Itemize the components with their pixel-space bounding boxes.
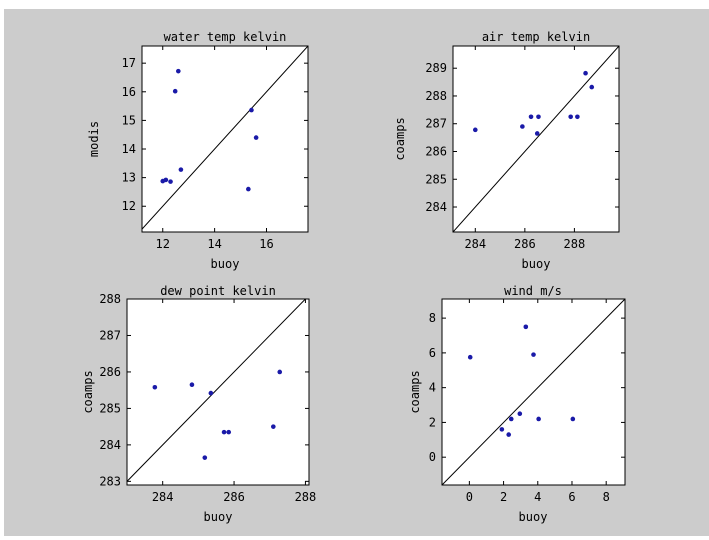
data-point	[536, 114, 541, 120]
y-axis-label: coamps	[408, 370, 422, 413]
y-tick-label: 8	[429, 311, 436, 325]
data-point	[583, 70, 588, 76]
y-tick-label: 286	[425, 144, 447, 158]
x-tick-label: 6	[568, 490, 575, 504]
x-axis-label: buoy	[211, 257, 240, 271]
data-point	[523, 324, 529, 330]
y-tick-label: 0	[429, 450, 436, 464]
identity-line	[142, 46, 308, 230]
data-point	[508, 416, 514, 422]
y-tick-label: 284	[99, 438, 121, 452]
y-tick-label: 2	[429, 415, 436, 429]
data-point	[277, 369, 283, 375]
subplot-title: water temp kelvin	[164, 30, 287, 44]
data-point	[520, 124, 525, 129]
x-tick-label: 286	[223, 490, 245, 504]
x-tick-label: 288	[564, 237, 586, 251]
y-tick-label: 6	[429, 346, 436, 360]
x-tick-label: 286	[514, 237, 536, 251]
plot-content: 0 2 4 6 8 0 2 4 6 8	[429, 299, 625, 504]
data-point	[568, 114, 573, 120]
y-tick-label: 13	[122, 171, 136, 185]
x-axis-label: buoy	[204, 510, 233, 524]
x-tick-label: 284	[152, 490, 174, 504]
plot-content: 12 14 16 12 13 14 15 16 17	[122, 46, 308, 251]
y-tick-label: 283	[99, 474, 121, 488]
subplot-title: dew point kelvin	[160, 284, 276, 298]
x-tick-label: 8	[603, 490, 610, 504]
subplot-title: air temp kelvin	[482, 30, 590, 44]
y-tick-label: 15	[122, 113, 136, 127]
x-tick-label: 2	[500, 490, 507, 504]
data-point	[253, 135, 259, 140]
data-point	[534, 131, 540, 136]
x-tick-label: 12	[156, 237, 170, 251]
x-tick-label: 284	[464, 237, 486, 251]
data-point	[208, 390, 214, 396]
y-tick-label: 287	[425, 117, 447, 131]
data-point	[467, 354, 473, 360]
axes-box	[126, 298, 310, 486]
plot-content: 284 286 288 284 285 286 287 288 289	[425, 46, 619, 251]
data-point	[570, 416, 576, 422]
subplot-water-temp: water temp kelvin buoy modis 12 14 1612131…	[87, 30, 309, 271]
data-point	[176, 68, 181, 74]
data-point	[589, 84, 595, 90]
x-axis-label: buoy	[519, 510, 548, 524]
data-point	[472, 127, 478, 133]
data-point	[152, 384, 158, 390]
y-tick-label: 284	[425, 200, 447, 214]
data-point	[531, 352, 536, 357]
x-tick-label: 288	[295, 490, 317, 504]
y-axis-label: coamps	[393, 117, 407, 160]
y-tick-label: 288	[425, 89, 447, 103]
data-point	[168, 179, 173, 184]
y-axis-label: modis	[87, 121, 101, 157]
x-axis-label: buoy	[522, 257, 551, 271]
x-tick-label: 0	[466, 490, 473, 504]
data-point	[246, 186, 251, 192]
y-tick-label: 12	[122, 199, 136, 213]
data-point	[499, 427, 505, 432]
data-point	[249, 107, 254, 113]
y-tick-label: 286	[99, 365, 121, 379]
x-tick-label: 16	[259, 237, 273, 251]
subplot-wind: wind m/s buoy coamps 0 2 4 6 8 0 2 4 6 8	[408, 284, 626, 524]
data-point	[178, 167, 184, 172]
identity-line	[442, 299, 625, 485]
data-point	[536, 416, 541, 422]
y-tick-label: 17	[122, 56, 136, 70]
data-point	[528, 114, 534, 120]
y-tick-label: 287	[99, 328, 121, 342]
y-axis-label: coamps	[81, 370, 95, 413]
y-tick-label: 288	[99, 292, 121, 306]
data-point	[517, 411, 523, 417]
y-tick-label: 285	[99, 401, 121, 415]
subplot-title: wind m/s	[504, 284, 562, 298]
data-point	[221, 429, 227, 435]
data-point	[226, 429, 232, 435]
data-point	[506, 432, 512, 437]
identity-line	[453, 46, 619, 232]
y-tick-label: 289	[425, 61, 447, 75]
x-tick-label: 4	[534, 490, 541, 504]
data-point	[271, 424, 276, 429]
plot-content: 284 286 288 283 284 285 286 287 288	[99, 292, 316, 504]
data-point	[202, 455, 208, 460]
subplot-dew-point: dew point kelvin buoy coamps 284 286 28828…	[81, 284, 316, 524]
y-tick-label: 14	[122, 142, 136, 156]
y-tick-label: 16	[122, 85, 136, 99]
data-point	[575, 114, 580, 120]
y-tick-label: 285	[425, 172, 447, 186]
data-point	[189, 382, 195, 388]
subplot-air-temp: air temp kelvin buoy coamps 284 286 288284…	[393, 30, 620, 271]
data-point	[163, 177, 169, 183]
y-tick-label: 4	[429, 381, 436, 395]
data-point	[172, 88, 178, 94]
x-tick-label: 14	[207, 237, 221, 251]
identity-line	[127, 299, 307, 483]
